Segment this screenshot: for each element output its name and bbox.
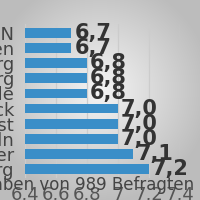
- Text: gewichtete Angaben von 989 Befragten: gewichtete Angaben von 989 Befragten: [0, 176, 194, 194]
- Text: 7,0: 7,0: [121, 129, 158, 149]
- Text: 6,7: 6,7: [74, 23, 111, 43]
- Bar: [25, 119, 118, 129]
- Text: 7,0: 7,0: [121, 114, 158, 134]
- Text: 7,1: 7,1: [136, 144, 173, 164]
- Bar: [25, 164, 149, 174]
- Text: 6,7: 6,7: [74, 38, 111, 58]
- Bar: [25, 28, 71, 38]
- Bar: [25, 58, 87, 68]
- Text: 6,8: 6,8: [90, 53, 127, 73]
- Bar: [25, 149, 133, 159]
- Bar: [25, 73, 87, 83]
- Bar: [25, 43, 71, 53]
- Text: 7,2: 7,2: [152, 159, 189, 179]
- Bar: [25, 104, 118, 113]
- Text: 7,0: 7,0: [121, 99, 158, 119]
- Bar: [25, 89, 87, 98]
- Bar: [25, 134, 118, 144]
- Text: 6,8: 6,8: [90, 68, 127, 88]
- Text: 6,8: 6,8: [90, 83, 127, 103]
- Title: Werte auf dem Demokratieindex nach Region: Werte auf dem Demokratieindex nach Regio…: [0, 0, 200, 6]
